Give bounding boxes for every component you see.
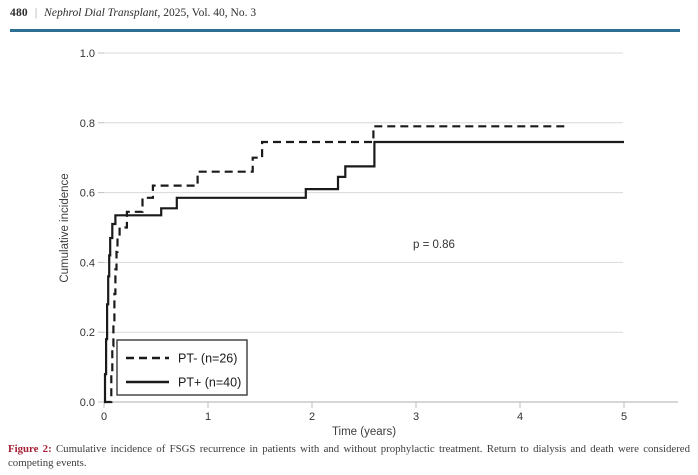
figure-caption-text: Cumulative incidence of FSGS recurrence … (8, 443, 690, 470)
x-tick-label: 2 (309, 411, 315, 423)
y-tick-label: 0.8 (80, 118, 95, 130)
legend: PT- (n=26) PT+ (n=40) (116, 339, 248, 396)
page-number: 480 (10, 7, 28, 19)
y-axis-title: Cumulative incidence (59, 173, 71, 282)
curve-pt-plus (103, 140, 624, 404)
y-tick-label: 0.2 (80, 327, 95, 339)
legend-label-pt-plus: PT+ (n=40) (178, 376, 241, 390)
x-tick-label: 5 (621, 411, 627, 423)
x-axis-title: Time (years) (332, 426, 396, 438)
header-separator: | (34, 7, 38, 19)
figure-caption-label: Figure 2: (8, 443, 52, 455)
cumulative-incidence-plot: 0.0 0.2 0.4 0.6 0.8 1.0 0 1 2 3 4 5 Cumulative inci… (59, 48, 678, 438)
journal-name: Nephrol Dial Transplant (44, 7, 158, 19)
x-tick-label: 1 (205, 411, 211, 423)
y-tick-label: 0.0 (80, 397, 95, 409)
figure-2-chart: 0.0 0.2 0.4 0.6 0.8 1.0 0 1 2 3 4 5 Cumulative inci… (0, 36, 698, 440)
legend-label-pt-minus: PT- (n=26) (178, 352, 237, 366)
x-tick-label: 3 (413, 411, 419, 423)
header-rule (10, 29, 680, 32)
curve-pt-minus (104, 125, 566, 404)
series-curves (103, 125, 624, 404)
gridlines (104, 52, 623, 333)
p-value-annotation: p = 0.86 (413, 239, 455, 251)
axes: 0.0 0.2 0.4 0.6 0.8 1.0 0 1 2 3 4 5 (80, 48, 678, 423)
legend-box (116, 339, 248, 396)
y-tick-label: 0.6 (80, 188, 95, 200)
x-tick-label: 4 (517, 411, 523, 423)
figure-caption: Figure 2: Cumulative incidence of FSGS r… (8, 442, 690, 471)
y-tick-label: 1.0 (80, 48, 95, 60)
y-tick-label: 0.4 (80, 257, 95, 269)
page-header: 480 | Nephrol Dial Transplant, 2025, Vol. … (10, 7, 688, 19)
x-tick-label: 0 (101, 411, 107, 423)
issue-info: , 2025, Vol. 40, No. 3 (157, 7, 257, 19)
